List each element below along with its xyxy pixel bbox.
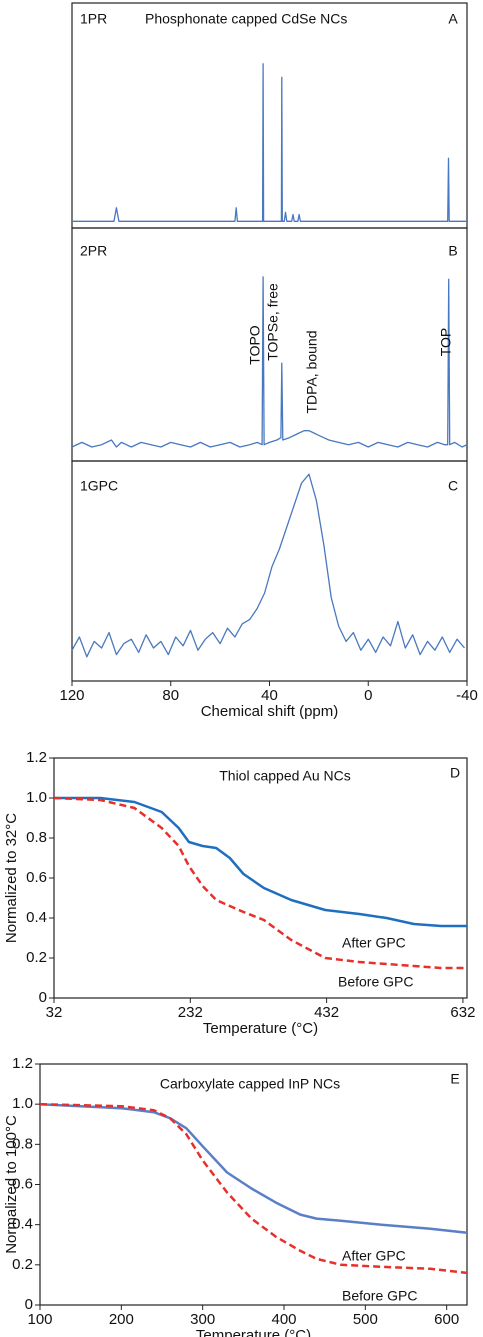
x-tick-label: 32 (46, 1004, 63, 1021)
x-tick-label: 80 (162, 687, 179, 704)
annotation: C (448, 478, 458, 494)
annotation: Phosphonate capped CdSe NCs (145, 11, 347, 27)
y-tick-label: 0 (39, 989, 47, 1006)
y-tick-label: 1.2 (26, 749, 47, 766)
data-line (39, 1102, 468, 1234)
plot-frame (53, 757, 468, 999)
y-tick-label: 0.8 (12, 1135, 33, 1152)
x-tick-label: 300 (190, 1311, 215, 1328)
annotation: 1GPC (80, 478, 118, 494)
annotation: D (450, 765, 460, 781)
annotation: TDPA, bound (304, 330, 320, 413)
annotation: Thiol capped Au NCs (219, 768, 351, 784)
y-tick-label: 1.0 (12, 1095, 33, 1112)
y-tick-label: 0.2 (12, 1256, 33, 1273)
annotation: After GPC (342, 935, 406, 951)
x-tick-label: 0 (364, 687, 372, 704)
annotation: TOPSe, free (265, 283, 281, 361)
y-tick-label: 0.4 (26, 909, 47, 926)
y-tick-label: 1.2 (12, 1055, 33, 1072)
annotation: Carboxylate capped InP NCs (160, 1076, 340, 1092)
annotation: TOP (438, 328, 454, 357)
data-line (71, 276, 468, 448)
x-tick-label: 600 (434, 1311, 459, 1328)
data-line (71, 473, 465, 658)
y-tick-label: 0.2 (26, 949, 47, 966)
annotation: E (450, 1071, 459, 1087)
y-tick-label: 0.6 (26, 869, 47, 886)
x-tick-label: 120 (59, 687, 84, 704)
annotation: Before GPC (338, 974, 413, 990)
x-tick-label: 200 (109, 1311, 134, 1328)
y-tick-label: 0.4 (12, 1216, 33, 1233)
data-line (53, 796, 467, 970)
x-tick-label: -40 (456, 687, 478, 704)
y-tick-label: 1.0 (26, 789, 47, 806)
y-axis-label: Normalized to 32°C (3, 813, 20, 943)
y-tick-label: 0 (25, 1296, 33, 1313)
y-axis-label: Normalized to 100°C (3, 1115, 20, 1254)
data-line (39, 1102, 468, 1275)
x-axis-label: Chemical shift (ppm) (201, 703, 339, 720)
data-line (54, 796, 467, 928)
x-axis-label: Temperature (°C) (196, 1327, 311, 1337)
annotation: B (448, 243, 457, 259)
plot-frame (71, 2, 468, 229)
x-tick-label: 400 (271, 1311, 296, 1328)
data-line (72, 63, 467, 222)
annotation: After GPC (342, 1248, 406, 1264)
annotation: TOPO (247, 325, 263, 365)
x-tick-label: 40 (261, 687, 278, 704)
x-axis-label: Temperature (°C) (203, 1020, 318, 1037)
plot-frame (39, 1063, 468, 1306)
plot-frame (71, 460, 468, 682)
y-tick-label: 0.8 (26, 829, 47, 846)
annotation: 2PR (80, 243, 107, 259)
x-tick-label: 632 (450, 1004, 475, 1021)
annotation: Before GPC (342, 1288, 417, 1304)
annotation: 1PR (80, 11, 107, 27)
x-tick-label: 232 (178, 1004, 203, 1021)
y-tick-label: 0.6 (12, 1175, 33, 1192)
x-tick-label: 100 (27, 1311, 52, 1328)
x-tick-label: 500 (353, 1311, 378, 1328)
annotation: A (448, 11, 458, 27)
x-tick-label: 432 (314, 1004, 339, 1021)
